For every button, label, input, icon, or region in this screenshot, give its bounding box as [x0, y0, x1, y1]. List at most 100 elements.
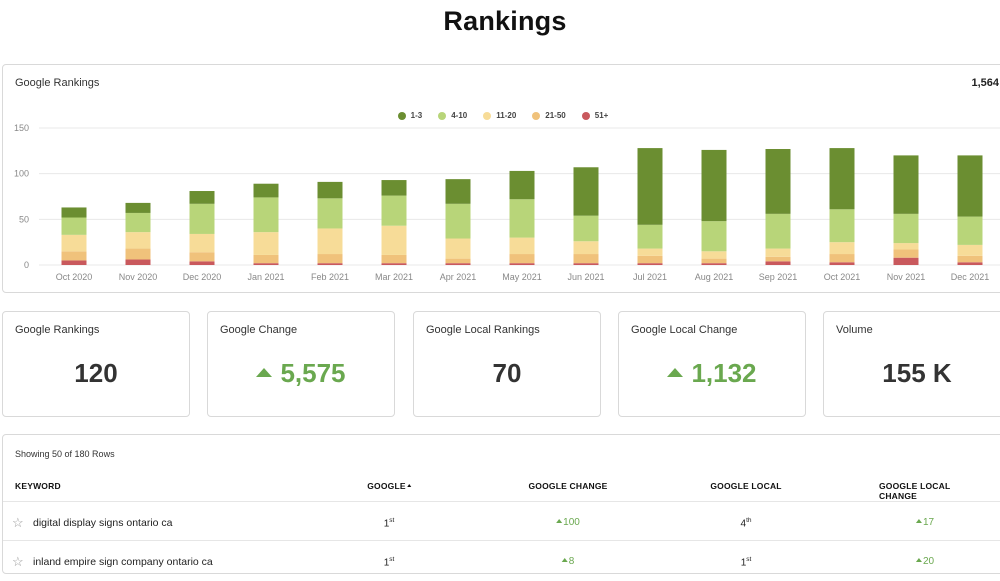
google-local-cell: 4th — [741, 517, 752, 529]
kpi-google-rankings[interactable]: Google Rankings 120 — [2, 311, 190, 417]
google-rank-suffix: st — [389, 556, 395, 563]
column-header-google-change[interactable]: GOOGLE CHANGE — [528, 481, 608, 491]
bar-segment — [381, 195, 407, 226]
bar-segment — [573, 215, 599, 242]
page-title: Rankings — [443, 6, 567, 36]
legend-item[interactable]: 51+ — [581, 111, 608, 120]
bar-segment — [893, 213, 919, 244]
bar-segment — [317, 228, 343, 255]
kpi-value-text: 5,575 — [280, 358, 346, 388]
kpi-label: Google Local Change — [631, 324, 738, 336]
legend-swatch — [397, 111, 406, 120]
legend-swatch — [581, 111, 590, 120]
bar-segment — [445, 203, 471, 239]
google-change-value: 100 — [563, 517, 580, 528]
bar-segment — [893, 249, 919, 258]
x-tick-label: Dec 2021 — [951, 272, 990, 282]
bar-segment — [189, 203, 215, 234]
star-outline-icon[interactable]: ☆ — [12, 554, 24, 569]
column-header-keyword[interactable]: KEYWORD — [15, 481, 61, 491]
bar-segment — [893, 155, 919, 214]
bar-segment — [445, 258, 471, 264]
table-row[interactable]: ☆ digital display signs ontario ca 1st 1… — [3, 501, 1000, 542]
bar-segment — [957, 216, 983, 245]
legend-item[interactable]: 21-50 — [532, 111, 566, 120]
legend-item[interactable]: 4-10 — [438, 111, 467, 120]
star-outline-icon[interactable]: ☆ — [12, 515, 24, 530]
bar-segment — [381, 225, 407, 255]
bar-segment — [253, 263, 279, 265]
kpi-value-text: 1,132 — [691, 358, 757, 388]
kpi-volume[interactable]: Volume 155 K — [823, 311, 1000, 417]
kpi-google-local-rankings[interactable]: Google Local Rankings 70 — [413, 311, 601, 417]
bar-segment — [765, 149, 791, 214]
x-tick-label: Aug 2021 — [695, 272, 734, 282]
rankings-stacked-bar-chart: 0 50 100 150 Oct 2020 Nov 2020 Dec 2020 Jan 202… — [14, 123, 1000, 282]
table-row[interactable]: ☆ inland empire sign company ontario ca … — [3, 540, 1000, 581]
bar-segment — [637, 255, 663, 264]
bar-segment — [189, 233, 215, 253]
kpi-google-local-change[interactable]: Google Local Change 1,132 — [618, 311, 806, 417]
google-change-cell: 100 — [556, 517, 580, 528]
x-tick-label: Jul 2021 — [633, 272, 667, 282]
bar-segment — [637, 263, 663, 265]
chart-title: Google Rankings — [15, 77, 100, 89]
bar-segment — [509, 199, 535, 238]
bar-segment — [765, 213, 791, 249]
bar-segment — [957, 244, 983, 256]
kpi-label: Google Change — [220, 324, 298, 336]
bar-segment — [765, 248, 791, 257]
x-tick-label: Mar 2021 — [375, 272, 413, 282]
keywords-table-card: Showing 50 of 180 Rows KEYWORD GOOGLE GO… — [2, 434, 1000, 574]
bar-segment — [61, 251, 87, 261]
legend-label: 1-3 — [410, 111, 423, 120]
bar-segment — [701, 251, 727, 259]
bar-segment — [701, 149, 727, 222]
bar-segment — [701, 221, 727, 252]
y-tick-label: 50 — [19, 214, 29, 224]
triangle-up-icon — [556, 519, 563, 523]
bar-segment — [253, 197, 279, 233]
google-rank-value: 1 — [383, 518, 390, 530]
google-local-value: 4 — [740, 518, 747, 530]
google-rank-cell: 1st — [384, 517, 395, 529]
column-header-google-local-change[interactable]: GOOGLE LOCAL CHANGE — [879, 481, 951, 501]
column-header-google[interactable]: GOOGLE — [367, 481, 411, 491]
keyword-cell: inland empire sign company ontario ca — [33, 556, 213, 568]
legend-item[interactable]: 11-20 — [483, 111, 516, 120]
bar-segment — [573, 167, 599, 216]
bar-segment — [701, 263, 727, 265]
bar-segment — [637, 248, 663, 256]
column-header-google-local[interactable]: GOOGLE LOCAL — [710, 481, 782, 491]
google-local-suffix: st — [746, 556, 752, 563]
kpi-value-text: 70 — [492, 358, 522, 388]
kpi-google-change[interactable]: Google Change 5,575 — [207, 311, 395, 417]
legend-swatch — [532, 111, 541, 120]
kpi-label: Volume — [836, 324, 873, 336]
bar-segment — [125, 202, 151, 213]
bar-segment — [893, 257, 919, 265]
kpi-value: 155 K — [824, 358, 1000, 389]
bar-segment — [317, 254, 343, 264]
x-tick-label: Jan 2021 — [247, 272, 284, 282]
bar-segment — [189, 191, 215, 204]
legend-label: 11-20 — [496, 111, 517, 120]
x-tick-label: Jun 2021 — [567, 272, 604, 282]
bar-segment — [61, 207, 87, 218]
bar-segment — [253, 183, 279, 198]
bar-segment — [445, 263, 471, 265]
bar-segment — [125, 248, 151, 260]
bar-segment — [829, 209, 855, 243]
bar-segment — [573, 254, 599, 264]
kpi-value: 120 — [3, 358, 189, 389]
bar-segment — [125, 259, 151, 265]
y-tick-label: 0 — [24, 260, 29, 270]
bar-segment — [765, 256, 791, 262]
legend-label: 4-10 — [451, 111, 468, 120]
rows-info: Showing 50 of 180 Rows — [15, 449, 115, 459]
x-tick-label: Nov 2021 — [887, 272, 926, 282]
legend-item[interactable]: 1-3 — [397, 111, 423, 120]
keyword-cell: digital display signs ontario ca — [33, 517, 173, 529]
bar-segment — [61, 217, 87, 235]
legend-label: 21-50 — [545, 111, 566, 120]
